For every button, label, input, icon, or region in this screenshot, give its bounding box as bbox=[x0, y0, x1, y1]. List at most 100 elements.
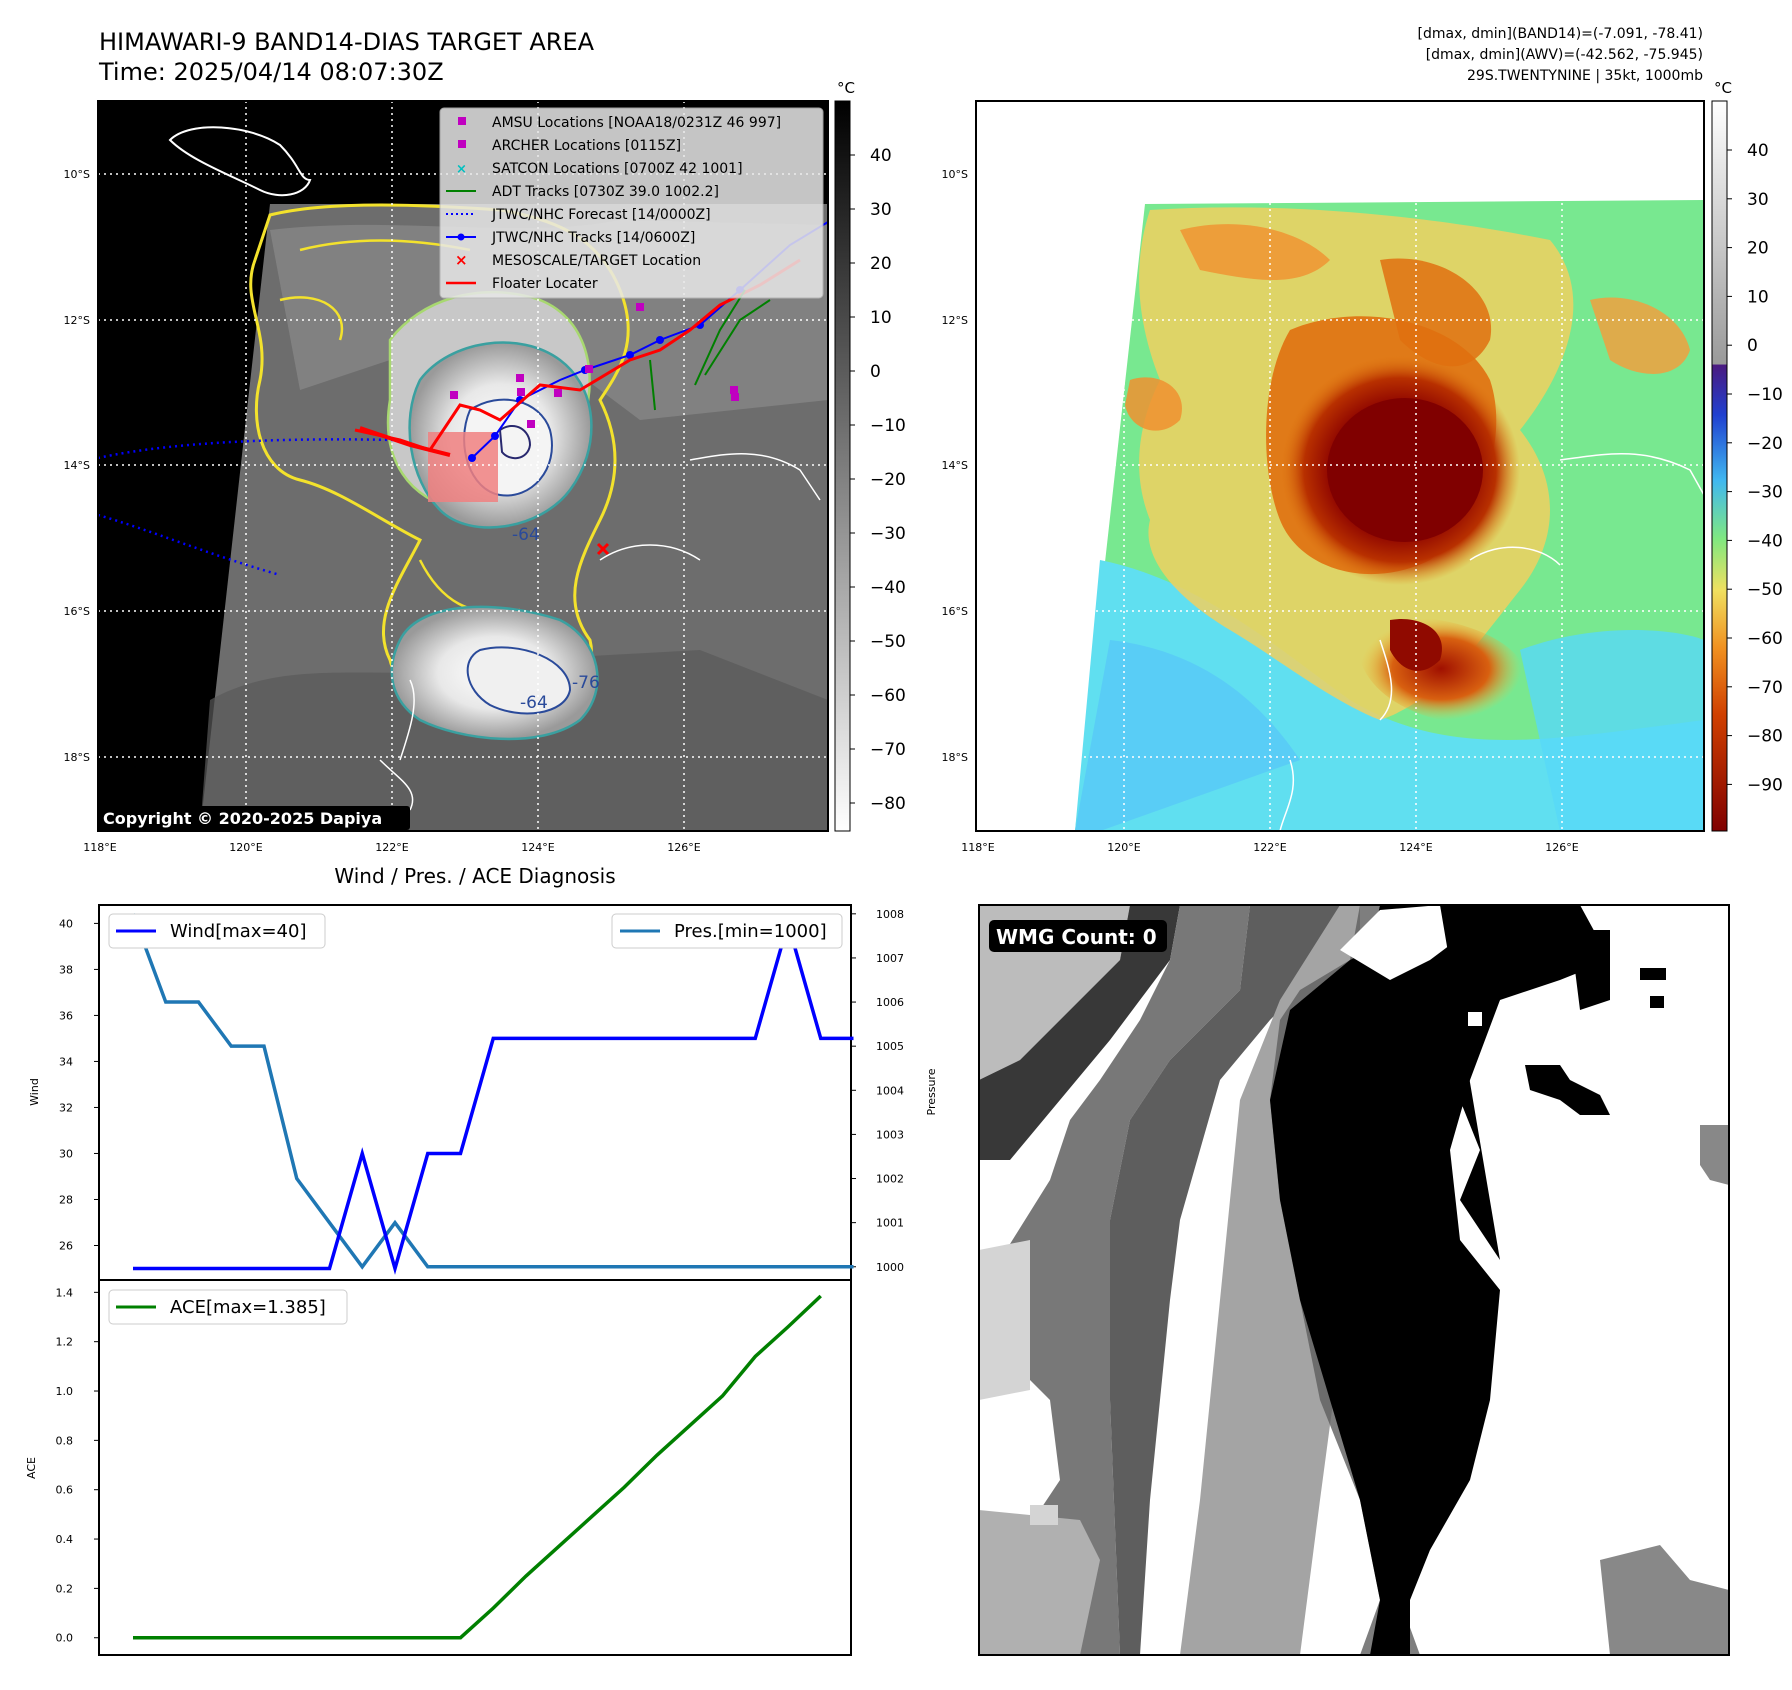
pressure-axis-title: Pressure bbox=[925, 1068, 938, 1115]
wind-legend: Wind[max=40] bbox=[108, 913, 326, 949]
awv-colorbar-label: 20 bbox=[1747, 239, 1769, 259]
awv-colorbar-label: −40 bbox=[1747, 531, 1783, 551]
ir-colorbar-label: −70 bbox=[870, 740, 906, 760]
legend-archer: ARCHER Locations [0115Z] bbox=[492, 138, 681, 154]
awv-lon-label: 122°E bbox=[1253, 841, 1286, 854]
ir-lat-label: 12°S bbox=[64, 314, 90, 327]
awv-colorbar-label: −30 bbox=[1747, 483, 1783, 503]
awv-lon-label: 126°E bbox=[1545, 841, 1578, 854]
wind-axis-tick-label: 28 bbox=[59, 1193, 73, 1206]
pressure-axis-tick-label: 1003 bbox=[876, 1128, 904, 1141]
awv-colorbar-label: −80 bbox=[1747, 727, 1783, 747]
pressure-series-line bbox=[131, 913, 854, 1270]
ir-colorbar-label: 40 bbox=[870, 146, 892, 166]
awv-lat-label: 16°S bbox=[942, 605, 968, 618]
pressure-axis-tick-label: 1004 bbox=[876, 1084, 904, 1097]
awv-colorbar-label: 10 bbox=[1747, 287, 1769, 307]
awv-colorbar-label: 0 bbox=[1747, 336, 1758, 356]
legend-jtwc-tracks: JTWC/NHC Tracks [14/0600Z] bbox=[491, 230, 695, 246]
svg-text:×: × bbox=[456, 162, 467, 177]
ir-lon-label: 126°E bbox=[667, 841, 700, 854]
svg-text:×: × bbox=[455, 251, 468, 269]
pressure-axis-tick-label: 1005 bbox=[876, 1040, 904, 1053]
ace-series-line bbox=[133, 1294, 822, 1640]
copyright-text: Copyright © 2020-2025 Dapiya bbox=[103, 809, 382, 828]
ir-map-panel: -64 -76 -64 Copyright © 2020-2025 Dapiya… bbox=[64, 100, 829, 854]
legend-forecast: JTWC/NHC Forecast [14/0000Z] bbox=[491, 207, 711, 223]
awv-range: [dmax, dmin](AWV)=(-42.562, -75.945) bbox=[1426, 47, 1703, 63]
ace-axis-tick-label: 0.2 bbox=[56, 1582, 74, 1595]
pressure-axis-tick-label: 1000 bbox=[876, 1261, 904, 1274]
ir-colorbar-unit: °C bbox=[837, 79, 855, 97]
ace-axis-tick-label: 1.4 bbox=[56, 1286, 74, 1299]
ir-lat-label: 16°S bbox=[64, 605, 90, 618]
awv-colorbar-label: −20 bbox=[1747, 434, 1783, 454]
awv-colorbar-label: 30 bbox=[1747, 190, 1769, 210]
awv-lon-label: 120°E bbox=[1107, 841, 1140, 854]
wind-axis-tick-label: 32 bbox=[59, 1101, 73, 1114]
legend-amsu: AMSU Locations [NOAA18/0231Z 46 997] bbox=[492, 115, 781, 131]
ace-axes bbox=[98, 1279, 852, 1656]
wind-axis-title: Wind bbox=[28, 1078, 41, 1106]
pressure-axis-tick-label: 1001 bbox=[876, 1217, 904, 1230]
wind-axis-tick-label: 38 bbox=[59, 963, 73, 976]
awv-colorbar: °C 40 30 20 10 0 −10 −20 −30 −40 −50 −60 −70 −80 −90 bbox=[1711, 79, 1783, 832]
ir-colorbar-label: −60 bbox=[870, 686, 906, 706]
ir-lat-label: 18°S bbox=[64, 751, 90, 764]
ace-axis-title: ACE bbox=[25, 1457, 38, 1479]
figure-time: Time: 2025/04/14 08:07:30Z bbox=[98, 58, 444, 86]
ace-legend: ACE[max=1.385] bbox=[108, 1289, 348, 1325]
ir-lon-label: 118°E bbox=[83, 841, 116, 854]
awv-lat-label: 12°S bbox=[942, 314, 968, 327]
wind-axis-tick-label: 36 bbox=[59, 1009, 73, 1022]
awv-lat-label: 14°S bbox=[942, 459, 968, 472]
ace-axis-tick-label: 0.6 bbox=[56, 1484, 74, 1497]
wind-axis-tick-label: 30 bbox=[59, 1147, 73, 1160]
pressure-legend-label: Pres.[min=1000] bbox=[674, 921, 827, 942]
contour-label-2: -76 bbox=[572, 673, 600, 693]
ace-axis-tick-label: 0.8 bbox=[56, 1434, 74, 1447]
awv-colorbar-unit: °C bbox=[1714, 79, 1732, 97]
wmg-count: WMG Count: 0 bbox=[996, 925, 1157, 949]
ir-colorbar: °C 40 30 20 10 0 −10 −20 −30 −40 −50 −60 −70 −80 bbox=[834, 79, 906, 832]
wind-axis-tick-label: 40 bbox=[59, 917, 73, 930]
legend-floater: Floater Locater bbox=[492, 276, 598, 292]
ir-lon-label: 124°E bbox=[521, 841, 554, 854]
wmg-badge bbox=[989, 920, 1167, 952]
ir-colorbar-label: 30 bbox=[870, 200, 892, 220]
ir-colorbar-label: 0 bbox=[870, 362, 881, 382]
wind-legend-label: Wind[max=40] bbox=[170, 921, 307, 942]
ir-colorbar-label: −30 bbox=[870, 524, 906, 544]
pressure-axis-tick-label: 1006 bbox=[876, 996, 904, 1009]
ir-colorbar-label: −80 bbox=[870, 794, 906, 814]
ir-colorbar-label: −40 bbox=[870, 578, 906, 598]
awv-colorbar-label: −10 bbox=[1747, 385, 1783, 405]
pressure-axis-tick-label: 1002 bbox=[876, 1173, 904, 1186]
storm-info: 29S.TWENTYNINE | 35kt, 1000mb bbox=[1467, 68, 1703, 84]
ir-lat-label: 14°S bbox=[64, 459, 90, 472]
wind-pressure-axes bbox=[98, 904, 852, 1281]
awv-lon-label: 118°E bbox=[961, 841, 994, 854]
ir-colorbar-label: 20 bbox=[870, 254, 892, 274]
diagnosis-title: Wind / Pres. / ACE Diagnosis bbox=[334, 864, 615, 888]
ir-lon-label: 122°E bbox=[375, 841, 408, 854]
pressure-axis-tick-label: 1007 bbox=[876, 952, 904, 965]
awv-colorbar-label: −60 bbox=[1747, 629, 1783, 649]
ace-axis-tick-label: 1.2 bbox=[56, 1336, 74, 1349]
wmg-panel: WMG Count: 0 bbox=[978, 904, 1730, 1656]
ir-colorbar-label: −20 bbox=[870, 470, 906, 490]
wind-series-line bbox=[133, 917, 854, 1275]
ir-colorbar-label: 10 bbox=[870, 308, 892, 328]
legend-target: MESOSCALE/TARGET Location bbox=[492, 253, 701, 269]
copyright-badge bbox=[98, 806, 410, 830]
awv-map-panel: 10°S 12°S 14°S 16°S 18°S 118°E 120°E 122… bbox=[942, 100, 1705, 854]
ace-axis-tick-label: 0.4 bbox=[56, 1533, 74, 1546]
legend-satcon: SATCON Locations [0700Z 42 1001] bbox=[492, 161, 743, 177]
wind-axis-tick-label: 34 bbox=[59, 1055, 73, 1068]
ace-axis-tick-label: 1.0 bbox=[56, 1385, 74, 1398]
legend-adt: ADT Tracks [0730Z 39.0 1002.2] bbox=[492, 184, 719, 200]
awv-colorbar-label: −90 bbox=[1747, 775, 1783, 795]
awv-colorbar-label: −70 bbox=[1747, 678, 1783, 698]
band14-range: [dmax, dmin](BAND14)=(-7.091, -78.41) bbox=[1418, 26, 1704, 42]
ir-colorbar-label: −50 bbox=[870, 632, 906, 652]
